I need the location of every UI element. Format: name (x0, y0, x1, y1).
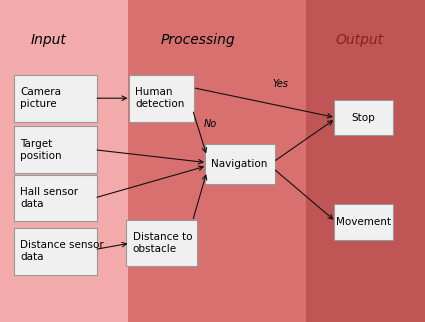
FancyBboxPatch shape (14, 175, 96, 222)
FancyBboxPatch shape (14, 126, 96, 173)
Text: Distance to
obstacle: Distance to obstacle (133, 232, 192, 254)
FancyBboxPatch shape (14, 228, 96, 274)
Text: Target
position: Target position (20, 139, 62, 161)
Text: Yes: Yes (272, 79, 289, 89)
Text: Human
detection: Human detection (135, 87, 184, 109)
FancyBboxPatch shape (334, 100, 393, 135)
Text: No: No (204, 119, 217, 129)
Text: Stop: Stop (351, 112, 375, 123)
FancyBboxPatch shape (205, 144, 275, 184)
Text: Hall sensor
data: Hall sensor data (20, 187, 78, 209)
Text: Output: Output (335, 33, 383, 47)
Text: Movement: Movement (336, 217, 391, 227)
FancyBboxPatch shape (127, 220, 196, 267)
Text: Processing: Processing (160, 33, 235, 47)
FancyBboxPatch shape (334, 204, 393, 240)
FancyBboxPatch shape (14, 75, 96, 122)
Text: Input: Input (31, 33, 67, 47)
Text: Camera
picture: Camera picture (20, 87, 61, 109)
Text: Distance sensor
data: Distance sensor data (20, 240, 104, 262)
Bar (306, 0, 425, 322)
Bar (0, 0, 128, 322)
FancyBboxPatch shape (128, 75, 194, 122)
Text: Navigation: Navigation (211, 159, 268, 169)
Bar (128, 0, 306, 322)
